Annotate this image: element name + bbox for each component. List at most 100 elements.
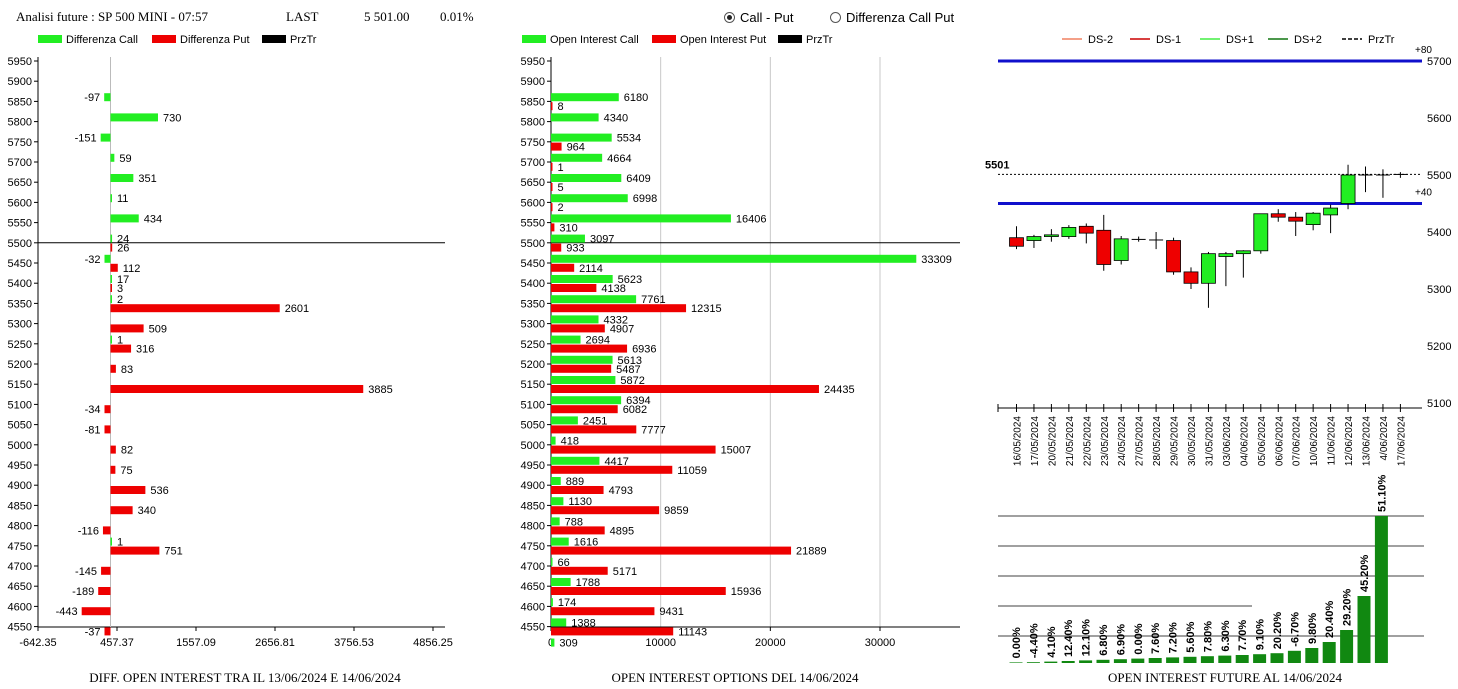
put-diff-bar: [101, 566, 111, 575]
x-tick-label: 04/06/2024: [1239, 416, 1250, 466]
x-tick-label: 16/05/2024: [1013, 416, 1024, 466]
put-diff-bar-label: 536: [150, 485, 168, 497]
y-tick-label: 5700: [8, 157, 32, 169]
legend-label: DS-1: [1156, 34, 1181, 46]
put-oi-bar: [551, 385, 819, 393]
call-oi-label: 5623: [618, 274, 642, 286]
put-diff-bar-label: -145: [75, 566, 97, 578]
put-oi-label: 964: [567, 142, 585, 154]
x-tick-label: 13/06/2024: [1362, 416, 1373, 466]
put-oi-bar: [551, 627, 674, 636]
candle-body: [1201, 253, 1216, 284]
legend-swatch: [522, 35, 546, 43]
future-oi-label: -4.40%: [1028, 623, 1040, 658]
sigma-band-label: +40: [1415, 188, 1432, 199]
put-diff-bar-label: -443: [56, 606, 78, 618]
legend-label: PrzTr: [1368, 34, 1395, 46]
future-oi-bar: [1044, 661, 1058, 663]
y-tick-label: 5200: [521, 359, 545, 371]
put-diff-bar-label: 316: [136, 344, 154, 356]
put-oi-label: 5487: [616, 364, 640, 376]
future-oi-bar: [1061, 661, 1075, 663]
candle-body: [1253, 213, 1269, 252]
x-tick-label: 22/05/2024: [1082, 416, 1093, 466]
put-oi-bar: [551, 405, 618, 414]
y-tick-label: 5350: [521, 298, 545, 310]
put-diff-bar-label: -34: [85, 404, 101, 416]
x-tick-label: 27/05/2024: [1135, 416, 1146, 466]
y-tick-label: 5500: [8, 238, 32, 250]
chart-footer: DIFF. OPEN INTEREST TRA IL 13/06/2024 E …: [89, 670, 401, 685]
put-diff-bar-label: -189: [72, 586, 94, 598]
call-oi-bar: [551, 436, 556, 445]
call-oi-bar: [551, 537, 569, 546]
put-oi-label: 2114: [579, 263, 603, 275]
put-oi-label: 4138: [601, 283, 625, 295]
y-tick-label: 5100: [1427, 398, 1451, 410]
future-oi-label: 9.10%: [1255, 619, 1267, 650]
put-diff-bar-label: 509: [149, 323, 167, 335]
put-oi-bar: [551, 445, 716, 454]
call-diff-bar: [110, 537, 112, 546]
future-oi-label: 6.80%: [1098, 624, 1110, 655]
y-tick-label: 5400: [1427, 227, 1451, 239]
put-oi-label: 2: [558, 202, 564, 214]
y-tick-label: 5800: [8, 117, 32, 129]
put-diff-bar-label: 75: [120, 465, 132, 477]
put-diff-bar-label: 26: [117, 243, 129, 255]
last-change: 0.01%: [440, 9, 474, 24]
call-oi-label: 1130: [568, 496, 592, 508]
call-diff-bar: [104, 93, 111, 102]
legend-label: Open Interest Put: [680, 34, 766, 46]
radio-unselected-icon: [830, 12, 841, 23]
legend-label: DS-2: [1088, 34, 1113, 46]
put-diff-bar: [110, 385, 364, 393]
put-diff-bar: [110, 506, 133, 515]
put-oi-bar: [551, 506, 660, 515]
put-diff-bar: [98, 587, 111, 595]
put-oi-bar: [551, 425, 637, 434]
x-tick-label: 3756.53: [334, 637, 374, 649]
x-tick-label: 24/05/2024: [1117, 416, 1128, 466]
put-diff-bar: [104, 425, 111, 434]
future-oi-bar: [1131, 658, 1145, 663]
call-oi-bar: [551, 335, 581, 344]
chart-footer: OPEN INTEREST OPTIONS DEL 14/06/2024: [612, 670, 860, 685]
y-tick-label: 5450: [8, 258, 32, 270]
future-oi-bar: [1235, 655, 1249, 663]
radio-diff-call-put[interactable]: Differenza Call Put: [830, 10, 954, 25]
y-tick-label: 5400: [521, 278, 545, 290]
future-oi-label: 7.60%: [1150, 623, 1162, 654]
future-oi-label: 12.10%: [1081, 619, 1093, 657]
call-oi-label: 174: [558, 597, 576, 609]
call-oi-label: 5534: [617, 133, 641, 145]
x-tick-label: 17/05/2024: [1030, 416, 1041, 466]
put-diff-bar-label: 751: [164, 546, 182, 558]
x-tick-label: 28/05/2024: [1152, 416, 1163, 466]
future-oi-label: 7.70%: [1237, 620, 1249, 651]
call-oi-bar: [551, 315, 599, 324]
call-oi-label: 33309: [921, 254, 952, 266]
x-tick-label: 05/06/2024: [1257, 416, 1268, 466]
y-tick-label: 5850: [521, 96, 545, 108]
x-tick-label: 2656.81: [255, 637, 295, 649]
radio-call-put[interactable]: Call - Put: [724, 10, 793, 25]
legend-label: Differenza Put: [180, 34, 250, 46]
y-tick-label: 4600: [521, 601, 545, 613]
put-oi-bar: [551, 284, 597, 292]
put-oi-bar: [551, 304, 687, 313]
call-oi-label: 4340: [604, 112, 628, 124]
put-oi-label: 6082: [623, 404, 647, 416]
put-diff-bar-label: -37: [85, 626, 101, 638]
call-oi-bar: [551, 153, 603, 162]
radio-call-put-label: Call - Put: [740, 10, 794, 25]
candle-body: [1340, 174, 1356, 204]
candle-body: [1288, 216, 1304, 222]
call-oi-bar: [551, 456, 600, 465]
future-oi-bar: [1113, 659, 1127, 663]
call-oi-label: 6394: [626, 395, 650, 407]
call-oi-label: 1388: [571, 617, 595, 629]
put-oi-label: 15936: [731, 586, 762, 598]
y-tick-label: 5500: [521, 238, 545, 250]
put-oi-bar: [551, 183, 553, 191]
